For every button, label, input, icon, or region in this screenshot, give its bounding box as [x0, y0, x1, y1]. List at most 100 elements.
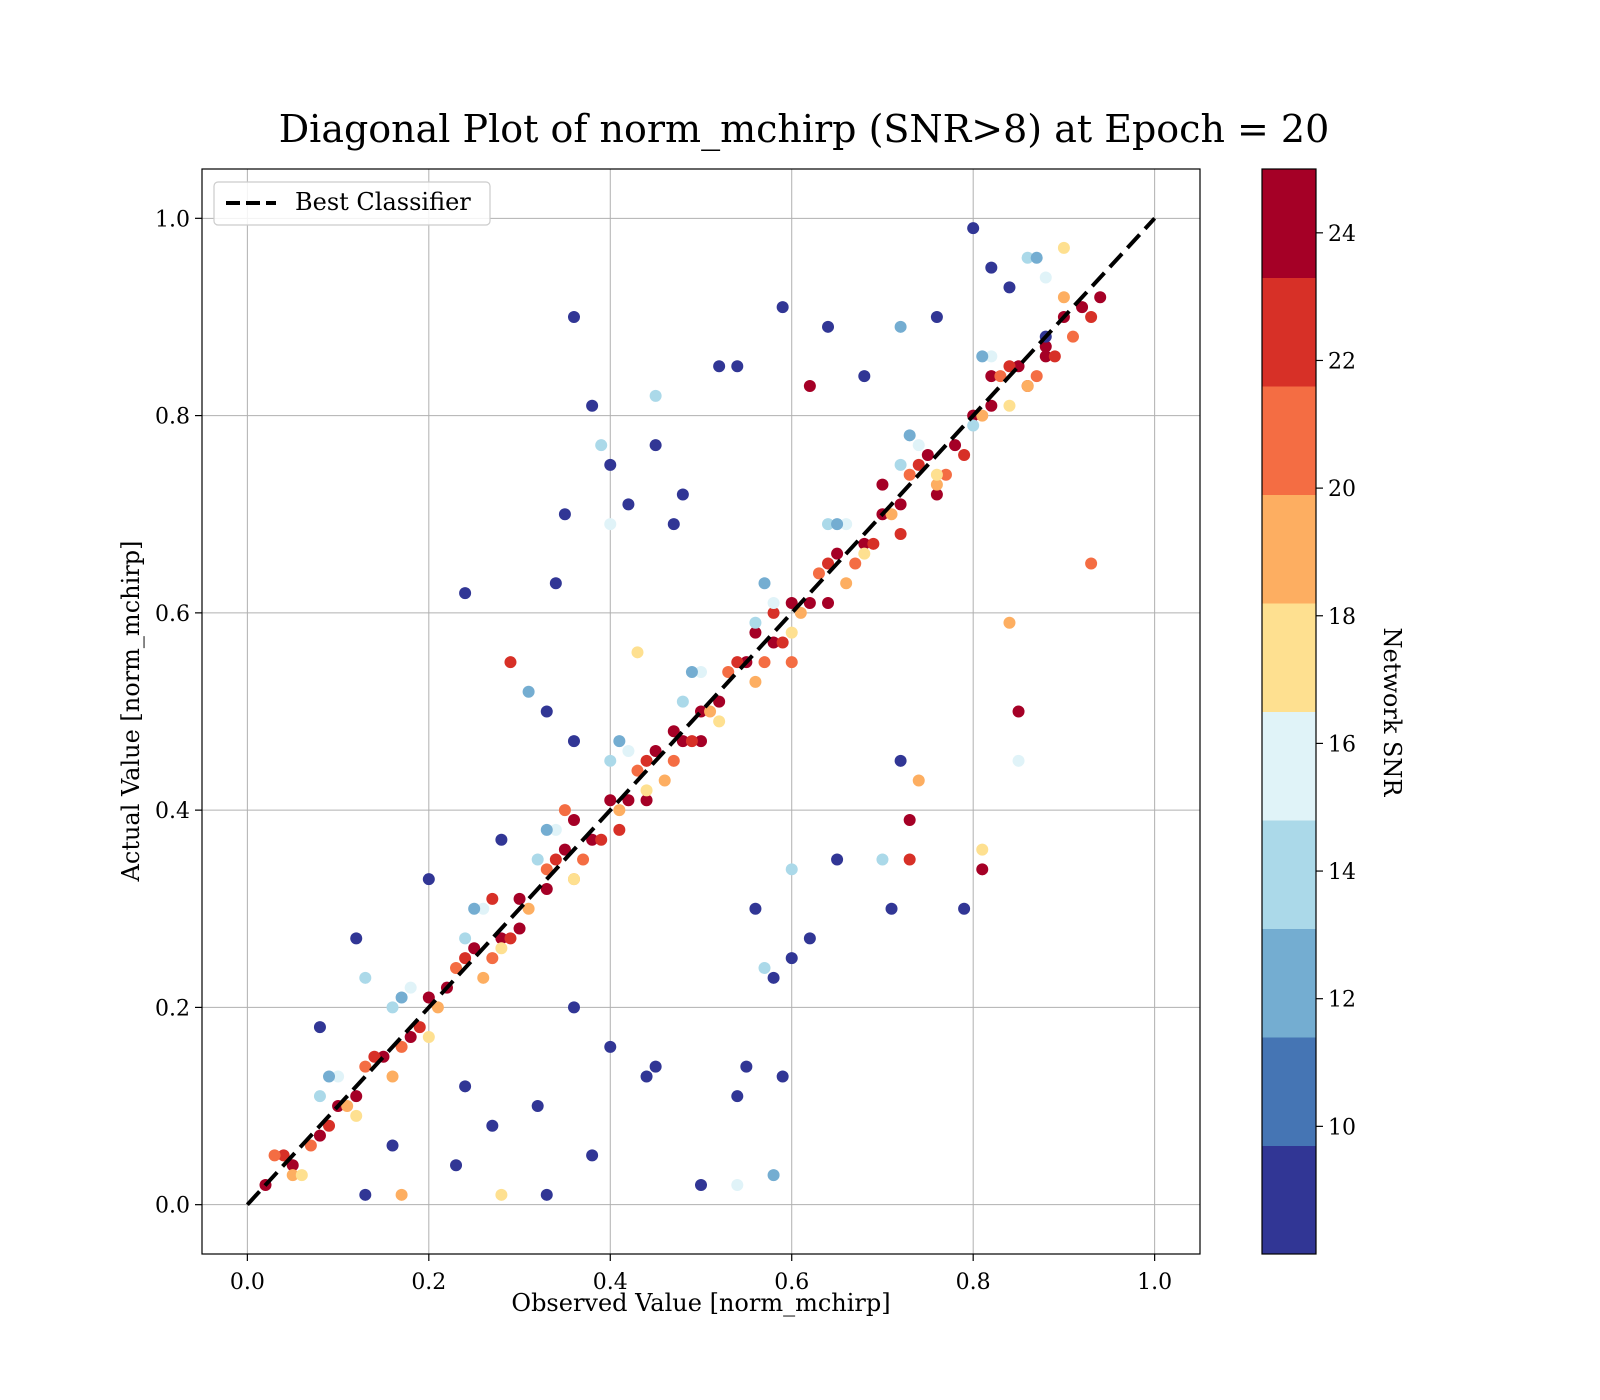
data-point	[958, 449, 971, 462]
data-point	[1085, 310, 1098, 323]
data-point	[513, 922, 526, 935]
data-point	[985, 261, 998, 274]
data-point	[676, 695, 689, 708]
data-point	[422, 991, 435, 1004]
data-point	[540, 883, 553, 896]
data-point	[1076, 301, 1089, 314]
data-point	[450, 1159, 463, 1172]
data-point	[468, 942, 481, 955]
data-point	[785, 656, 798, 669]
data-point	[849, 557, 862, 570]
data-point	[858, 537, 871, 550]
data-point	[604, 754, 617, 767]
data-point	[731, 1178, 744, 1191]
data-point	[894, 498, 907, 511]
data-point	[277, 1149, 290, 1162]
data-point	[903, 853, 916, 866]
scatter-points	[259, 222, 1107, 1201]
colorbar-tick-label-5: 20	[1328, 477, 1356, 502]
data-point	[586, 833, 599, 846]
data-point	[1003, 399, 1016, 412]
series-snr-12-14	[313, 251, 1034, 1103]
data-point	[794, 606, 807, 619]
data-point	[395, 1040, 408, 1053]
data-point	[368, 1050, 381, 1063]
data-point	[840, 518, 853, 531]
data-point	[332, 1070, 345, 1083]
x-tick-label-4: 0.8	[956, 1270, 991, 1295]
data-point	[495, 833, 508, 846]
data-point	[1021, 251, 1034, 264]
data-point	[422, 873, 435, 886]
x-tick-label-5: 1.0	[1137, 1270, 1172, 1295]
data-point	[976, 409, 989, 422]
data-point	[1057, 291, 1070, 304]
colorbar-tick-label-2: 14	[1328, 860, 1356, 885]
data-point	[413, 1021, 426, 1034]
colorbar-ticks: 10 12 14 16 18 20 22 24	[1316, 222, 1356, 1140]
data-point	[685, 735, 698, 748]
data-point	[350, 932, 363, 945]
data-point	[286, 1159, 299, 1172]
data-point	[549, 577, 562, 590]
data-point	[939, 468, 952, 481]
data-point	[994, 370, 1007, 383]
legend-box	[213, 181, 491, 226]
data-point	[313, 1021, 326, 1034]
data-point	[1003, 281, 1016, 294]
y-axis: 0.0 0.2 0.4 0.6 0.8 1.0	[155, 207, 202, 1219]
data-point	[459, 952, 472, 965]
data-point	[567, 873, 580, 886]
data-point	[604, 518, 617, 531]
data-point	[323, 1070, 336, 1083]
data-point	[622, 794, 635, 807]
data-point	[640, 784, 653, 797]
data-point	[350, 1090, 363, 1103]
data-point	[649, 439, 662, 452]
data-point	[504, 656, 517, 669]
data-point	[323, 1119, 336, 1132]
data-point	[350, 1109, 363, 1122]
data-point	[359, 971, 372, 984]
data-point	[831, 853, 844, 866]
data-point	[803, 597, 816, 609]
data-point	[667, 725, 680, 738]
series-snr-8-10	[313, 222, 1052, 1201]
data-point	[341, 1100, 354, 1113]
data-point	[903, 814, 916, 826]
data-point	[486, 892, 499, 905]
x-axis: 0.0 0.2 0.4 0.6 0.8 1.0	[230, 1254, 1172, 1295]
data-point	[758, 961, 771, 974]
data-point	[976, 863, 989, 876]
data-point	[386, 1001, 399, 1014]
y-tick-label-3: 0.6	[155, 602, 190, 627]
data-point	[767, 606, 780, 619]
data-point	[831, 547, 844, 560]
colorbar-segment-5	[1262, 603, 1316, 712]
data-point	[649, 744, 662, 757]
data-point	[567, 814, 580, 826]
data-point	[885, 508, 898, 521]
data-point	[558, 843, 571, 856]
data-point	[1030, 251, 1043, 264]
data-point	[540, 823, 553, 836]
data-point	[486, 1119, 499, 1132]
data-point	[930, 488, 943, 501]
data-point	[985, 370, 998, 383]
data-point	[695, 666, 707, 679]
data-point	[640, 794, 653, 807]
data-point	[304, 1139, 317, 1152]
colorbar-label: Network SNR	[1378, 628, 1406, 798]
data-point	[758, 656, 771, 669]
data-point	[540, 1188, 553, 1201]
data-point	[930, 478, 943, 491]
data-point	[649, 1060, 662, 1073]
series-snr-10-12	[323, 251, 1043, 1182]
data-point	[785, 863, 798, 876]
data-point	[749, 675, 762, 688]
y-axis-label: Actual Value [norm_mchirp]	[117, 541, 145, 883]
colorbar-segment-3	[1262, 820, 1316, 929]
data-point	[695, 1178, 707, 1191]
data-point	[840, 577, 853, 590]
data-point	[622, 498, 635, 511]
